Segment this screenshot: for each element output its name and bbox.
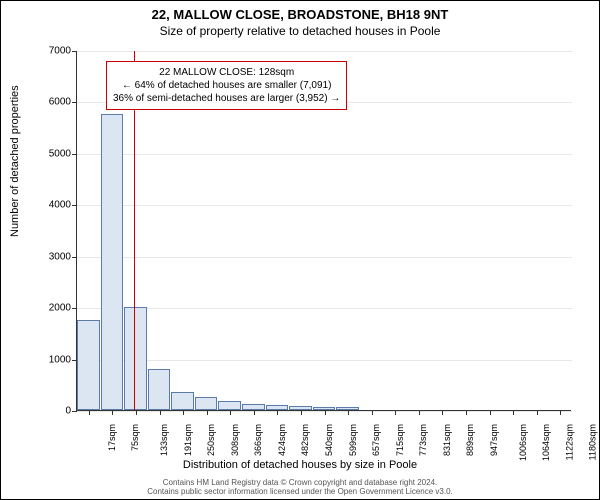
x-tick-mark: [537, 410, 538, 415]
x-axis-label: Distribution of detached houses by size …: [1, 459, 599, 471]
grid-line: [77, 308, 572, 309]
grid-line: [77, 154, 572, 155]
chart-area: 22 MALLOW CLOSE: 128sqm ← 64% of detache…: [76, 51, 571, 411]
x-tick-label: 831sqm: [442, 424, 452, 456]
x-tick-label: 366sqm: [253, 424, 263, 456]
x-tick-mark: [160, 410, 161, 415]
annotation-line3: 36% of semi-detached houses are larger (…: [113, 92, 340, 105]
x-tick-label: 657sqm: [371, 424, 381, 456]
y-tick-mark: [72, 205, 77, 206]
chart-subtitle: Size of property relative to detached ho…: [1, 22, 599, 38]
bar: [171, 392, 194, 410]
y-tick-label: 4000: [46, 200, 71, 211]
footer-line1: Contains HM Land Registry data © Crown c…: [1, 478, 599, 488]
x-tick-mark: [301, 410, 302, 415]
x-tick-mark: [183, 410, 184, 415]
y-tick-label: 7000: [46, 46, 71, 57]
x-tick-label: 715sqm: [395, 424, 405, 456]
x-tick-label: 773sqm: [418, 424, 428, 456]
x-tick-mark: [112, 410, 113, 415]
annotation-line2: ← 64% of detached houses are smaller (7,…: [113, 79, 340, 92]
y-tick-mark: [72, 308, 77, 309]
x-tick-label: 889sqm: [465, 424, 475, 456]
x-tick-label: 482sqm: [300, 424, 310, 456]
annotation-box: 22 MALLOW CLOSE: 128sqm ← 64% of detache…: [106, 61, 347, 110]
grid-line: [77, 205, 572, 206]
bar: [148, 369, 171, 410]
x-tick-mark: [442, 410, 443, 415]
x-tick-mark: [513, 410, 514, 415]
y-tick-mark: [72, 102, 77, 103]
y-tick-mark: [72, 257, 77, 258]
x-tick-label: 17sqm: [107, 424, 117, 451]
grid-line: [77, 360, 572, 361]
x-tick-mark: [89, 410, 90, 415]
bar: [218, 401, 241, 410]
bar: [124, 307, 147, 410]
x-tick-mark: [560, 410, 561, 415]
y-tick-label: 1000: [46, 354, 71, 365]
bar: [77, 320, 100, 410]
x-tick-label: 599sqm: [348, 424, 358, 456]
x-tick-label: 947sqm: [489, 424, 499, 456]
x-tick-label: 1006sqm: [518, 424, 528, 461]
x-tick-mark: [207, 410, 208, 415]
x-tick-label: 424sqm: [277, 424, 287, 456]
x-tick-label: 133sqm: [159, 424, 169, 456]
y-tick-label: 2000: [46, 303, 71, 314]
bar: [195, 397, 218, 410]
chart-title: 22, MALLOW CLOSE, BROADSTONE, BH18 9NT: [1, 1, 599, 22]
x-tick-mark: [395, 410, 396, 415]
x-tick-mark: [230, 410, 231, 415]
x-tick-mark: [466, 410, 467, 415]
x-tick-label: 308sqm: [230, 424, 240, 456]
x-tick-mark: [325, 410, 326, 415]
x-tick-label: 1180sqm: [588, 424, 598, 460]
x-tick-mark: [136, 410, 137, 415]
y-tick-label: 5000: [46, 148, 71, 159]
y-tick-label: 6000: [46, 97, 71, 108]
y-tick-mark: [72, 411, 77, 412]
grid-line: [77, 51, 572, 52]
x-tick-label: 540sqm: [324, 424, 334, 456]
bar: [101, 114, 124, 410]
grid-line: [77, 257, 572, 258]
x-tick-mark: [277, 410, 278, 415]
footer: Contains HM Land Registry data © Crown c…: [1, 478, 599, 497]
y-tick-label: 0: [46, 406, 71, 417]
x-tick-label: 250sqm: [206, 424, 216, 456]
x-tick-mark: [372, 410, 373, 415]
y-tick-mark: [72, 51, 77, 52]
y-axis-label: Number of detached properties: [9, 85, 21, 237]
footer-line2: Contains public sector information licen…: [1, 487, 599, 497]
x-tick-mark: [254, 410, 255, 415]
x-tick-mark: [419, 410, 420, 415]
x-tick-label: 1064sqm: [541, 424, 551, 461]
y-tick-mark: [72, 154, 77, 155]
y-tick-label: 3000: [46, 251, 71, 262]
chart-container: 22, MALLOW CLOSE, BROADSTONE, BH18 9NT S…: [0, 0, 600, 500]
x-tick-label: 191sqm: [183, 424, 193, 456]
x-tick-label: 75sqm: [130, 424, 140, 451]
x-tick-mark: [490, 410, 491, 415]
x-tick-mark: [348, 410, 349, 415]
annotation-line1: 22 MALLOW CLOSE: 128sqm: [113, 66, 340, 79]
x-tick-label: 1122sqm: [564, 424, 574, 460]
